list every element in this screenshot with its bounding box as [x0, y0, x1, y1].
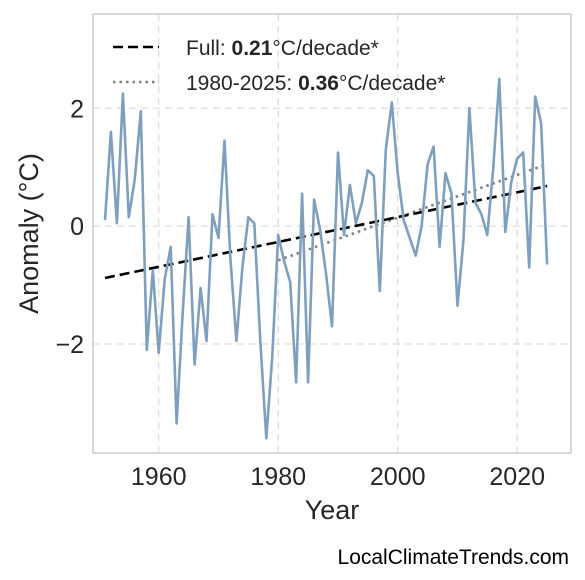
legend-full-prefix: Full:	[186, 37, 232, 60]
legend-full-value: 0.21	[232, 37, 273, 60]
y-tick-label: −2	[55, 331, 84, 359]
legend-entry-full-trend: Full: 0.21°C/decade*	[186, 37, 379, 60]
anomaly-series-line	[103, 77, 549, 440]
legend-recent-unit: °C/decade*	[339, 72, 445, 95]
tick-labels: 1960 1980 2000 2020 −2 0 2	[55, 95, 545, 491]
y-tick-label: 0	[70, 213, 84, 241]
watermark: LocalClimateTrends.com	[337, 546, 569, 569]
legend-entry-recent-trend: 1980-2025: 0.36°C/decade*	[186, 72, 445, 95]
legend-full-unit: °C/decade*	[272, 37, 378, 60]
legend-recent-prefix: 1980-2025:	[186, 72, 298, 95]
trend-line-full	[104, 184, 548, 280]
series-layer	[103, 77, 549, 440]
legend: Full: 0.21°C/decade* 1980-2025: 0.36°C/d…	[113, 37, 445, 95]
y-axis-title: Anomaly (°C)	[14, 153, 44, 314]
grid-lines	[93, 14, 571, 453]
x-tick-label: 2020	[489, 463, 545, 491]
x-tick-label: 1980	[250, 463, 306, 491]
x-tick-label: 1960	[131, 463, 187, 491]
x-axis-title: Year	[305, 495, 360, 525]
plot-frame	[92, 13, 572, 454]
legend-recent-value: 0.36	[298, 72, 339, 95]
y-tick-label: 2	[70, 95, 84, 123]
x-tick-label: 2000	[370, 463, 426, 491]
